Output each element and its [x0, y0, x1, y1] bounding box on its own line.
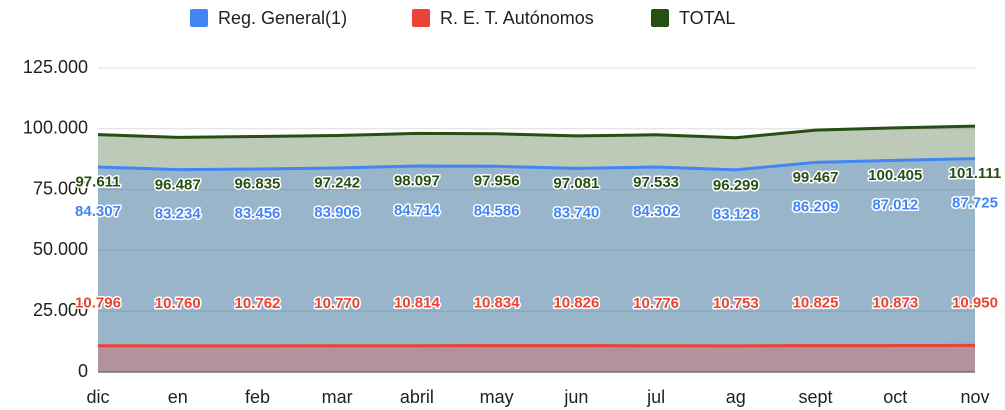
data-label: 10.814 [394, 295, 441, 312]
data-label: 83.234 [155, 206, 202, 223]
legend-label: R. E. T. Autónomos [440, 8, 594, 28]
data-label: 86.209 [793, 198, 839, 215]
series-line [97, 157, 976, 172]
legend-swatch [190, 9, 208, 27]
data-label: 97.533 [633, 174, 679, 191]
data-label: 96.487 [155, 176, 201, 193]
data-label: 84.586 [474, 202, 520, 219]
data-label: 10.950 [952, 294, 998, 311]
legend-swatch [412, 9, 430, 27]
data-label: 97.611 [75, 174, 120, 191]
data-label: 10.762 [235, 295, 281, 312]
x-tick-label: en [168, 387, 188, 407]
x-tick-label: dic [86, 387, 109, 407]
x-tick-label: feb [245, 387, 270, 407]
data-label: 10.760 [155, 295, 201, 312]
data-label: 84.307 [75, 203, 121, 220]
data-label: 10.873 [872, 295, 918, 312]
data-label: 99.467 [793, 169, 839, 186]
data-label: 10.825 [793, 295, 839, 312]
series-line [97, 124, 976, 140]
data-label: 97.081 [553, 175, 599, 192]
x-tick-label: mar [322, 387, 353, 407]
data-label: 97.956 [474, 173, 520, 190]
area-fill [98, 126, 975, 372]
data-label: 97.242 [314, 174, 360, 191]
data-label: 96.835 [235, 175, 281, 192]
data-label: 83.740 [553, 204, 599, 221]
legend-label: TOTAL [679, 8, 735, 28]
x-tick-label: oct [883, 387, 907, 407]
y-tick-label: 125.000 [23, 57, 88, 77]
y-tick-label: 50.000 [33, 239, 88, 259]
y-tick-label: 75.000 [33, 178, 88, 198]
data-label: 84.714 [394, 202, 441, 219]
y-tick-label: 100.000 [23, 118, 88, 138]
x-tick-label: nov [960, 387, 989, 407]
x-tick-label: sept [799, 387, 833, 407]
x-tick-label: jun [563, 387, 588, 407]
data-label: 84.302 [633, 203, 679, 220]
data-label: 83.456 [235, 205, 281, 222]
data-label: 98.097 [394, 172, 440, 189]
y-tick-label: 0 [78, 361, 88, 381]
x-tick-label: abril [400, 387, 434, 407]
data-label: 83.128 [713, 206, 759, 223]
data-label: 10.796 [75, 295, 121, 312]
legend-label: Reg. General(1) [218, 8, 347, 28]
data-label: 96.299 [713, 177, 759, 194]
data-label: 10.826 [553, 295, 599, 312]
area-fill [98, 345, 975, 372]
area-fill [98, 158, 975, 372]
data-label: 10.770 [314, 295, 360, 312]
data-label: 10.753 [713, 295, 759, 312]
data-label: 83.906 [314, 204, 360, 221]
x-tick-label: ag [726, 387, 746, 407]
legend-swatch [651, 9, 669, 27]
data-label: 87.725 [952, 195, 998, 212]
y-tick-label: 25.000 [33, 300, 88, 320]
data-label: 87.012 [872, 196, 918, 213]
x-tick-label: jul [646, 387, 665, 407]
data-label: 10.834 [474, 295, 521, 312]
data-label: 101.111 [949, 165, 1002, 182]
data-label: 10.776 [633, 295, 679, 312]
data-label: 100.405 [868, 167, 922, 184]
x-tick-label: may [480, 387, 514, 407]
